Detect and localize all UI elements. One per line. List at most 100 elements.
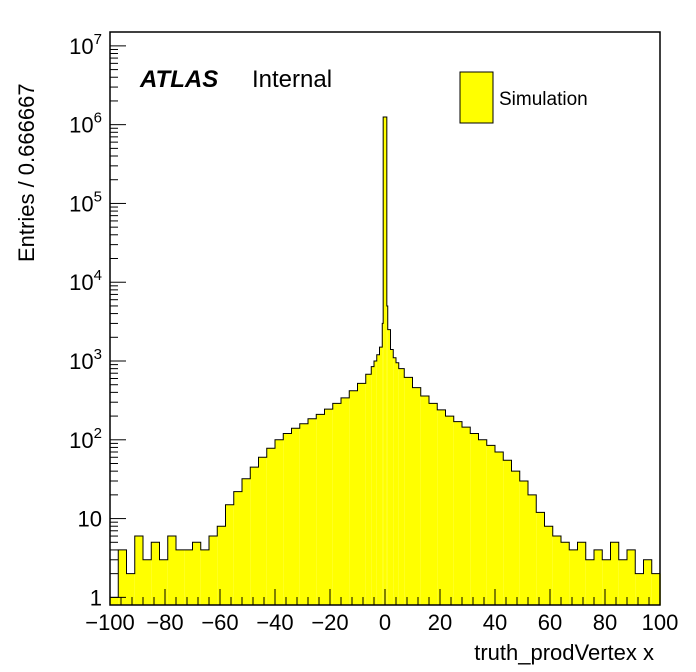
histogram-bin bbox=[167, 536, 176, 605]
legend-swatch bbox=[459, 71, 494, 124]
x-tick-label: −40 bbox=[256, 610, 293, 635]
y-tick-label: 102 bbox=[69, 425, 102, 453]
histogram-bin bbox=[627, 549, 636, 605]
histogram-bin bbox=[462, 427, 471, 605]
y-tick-label: 105 bbox=[69, 188, 102, 216]
histogram-bin bbox=[429, 403, 438, 605]
histogram-bin bbox=[275, 439, 284, 605]
x-tick-label: −80 bbox=[146, 610, 183, 635]
y-axis-title: Entries / 0.666667 bbox=[14, 83, 39, 262]
histogram-bin bbox=[511, 471, 520, 605]
histogram-outline bbox=[110, 116, 660, 598]
histogram-bin bbox=[486, 445, 495, 605]
y-tick-label: 106 bbox=[69, 110, 102, 138]
histogram-bin bbox=[250, 467, 259, 605]
histogram-bin bbox=[594, 549, 603, 605]
histogram-bin bbox=[151, 542, 160, 605]
histogram-bin bbox=[552, 536, 561, 605]
histogram-bin bbox=[635, 573, 644, 605]
histogram-bin bbox=[398, 368, 405, 605]
histogram-bin bbox=[569, 549, 578, 605]
histogram-bin bbox=[110, 597, 119, 605]
x-tick-label: 60 bbox=[538, 610, 562, 635]
histogram-bin bbox=[544, 526, 553, 605]
histogram-bin bbox=[324, 409, 333, 605]
histogram-bin bbox=[404, 377, 413, 605]
x-axis: −100 −80 −60 −40 −20 0 20 40 60 80 100 bbox=[85, 589, 678, 635]
histogram-bin bbox=[519, 480, 528, 605]
histogram-bin bbox=[561, 542, 570, 605]
histogram-bin bbox=[291, 428, 300, 605]
histogram-bin bbox=[159, 559, 168, 605]
histogram-bin bbox=[118, 549, 127, 605]
histogram-bin bbox=[283, 433, 292, 605]
x-axis-title: truth_prodVertex x bbox=[474, 640, 654, 665]
histogram-bin bbox=[365, 374, 372, 605]
histogram-bin bbox=[376, 354, 380, 605]
histogram-bin bbox=[209, 536, 218, 605]
histogram-bin bbox=[386, 305, 388, 605]
histogram-bin bbox=[445, 416, 454, 605]
histogram-bin bbox=[184, 549, 193, 605]
histogram-bin bbox=[602, 559, 611, 605]
histogram-bin bbox=[387, 329, 391, 605]
x-tick-label: 80 bbox=[593, 610, 617, 635]
x-tick-label: −60 bbox=[201, 610, 238, 635]
y-tick-label: 104 bbox=[69, 267, 102, 295]
histogram-bin bbox=[126, 573, 135, 605]
histogram-bin bbox=[200, 549, 209, 605]
histogram-bin bbox=[393, 357, 396, 605]
histogram-bin bbox=[357, 383, 366, 605]
x-tick-label: −100 bbox=[85, 610, 135, 635]
histogram-bin bbox=[266, 448, 275, 605]
histogram-bin bbox=[217, 526, 226, 605]
legend-entry-simulation: Simulation bbox=[499, 89, 588, 110]
histogram-bin bbox=[332, 403, 341, 605]
histogram-bin bbox=[379, 347, 383, 605]
histogram-bin bbox=[390, 349, 394, 605]
histogram-bin bbox=[341, 397, 350, 605]
histogram-bin bbox=[610, 542, 619, 605]
atlas-sublabel: Internal bbox=[252, 66, 332, 93]
y-tick-label: 103 bbox=[69, 346, 102, 374]
x-tick-label: −20 bbox=[311, 610, 348, 635]
histogram-bin bbox=[192, 542, 201, 605]
x-tick-label: 40 bbox=[483, 610, 507, 635]
histogram-bin bbox=[371, 366, 374, 605]
histogram-bin bbox=[643, 559, 652, 605]
legend: Simulation bbox=[459, 71, 588, 124]
histogram-bin bbox=[143, 559, 152, 605]
histogram-bars bbox=[110, 117, 661, 605]
histogram-bin bbox=[349, 390, 358, 605]
histogram-bin bbox=[134, 536, 143, 605]
histogram-bin bbox=[258, 457, 267, 605]
histogram-bin bbox=[453, 421, 462, 605]
histogram-bin bbox=[503, 460, 512, 605]
histogram-bin bbox=[299, 423, 308, 605]
atlas-label: ATLAS bbox=[139, 66, 218, 93]
histogram-bin bbox=[585, 559, 594, 605]
histogram-bin bbox=[382, 323, 384, 605]
x-tick-label: 20 bbox=[428, 610, 452, 635]
histogram-bin bbox=[374, 361, 377, 605]
histogram-bin bbox=[470, 433, 479, 605]
histogram-bin bbox=[478, 439, 487, 605]
y-tick-label: 107 bbox=[69, 31, 102, 59]
histogram-bin bbox=[536, 512, 545, 605]
histogram-bin bbox=[383, 117, 385, 605]
histogram-bin bbox=[437, 409, 446, 605]
histogram-bin bbox=[233, 491, 242, 605]
histogram-bin bbox=[242, 478, 251, 605]
histogram-bin bbox=[176, 549, 185, 605]
histogram-bin bbox=[316, 414, 325, 605]
histogram-bin bbox=[396, 362, 399, 605]
histogram-bin bbox=[385, 117, 387, 605]
histogram-bin bbox=[308, 418, 317, 605]
histogram-bin bbox=[618, 559, 627, 605]
x-tick-label: 100 bbox=[642, 610, 679, 635]
histogram-bin bbox=[528, 494, 537, 605]
histogram-bin bbox=[225, 504, 234, 605]
x-tick-label: 0 bbox=[379, 610, 391, 635]
y-tick-label: 1 bbox=[90, 585, 102, 610]
